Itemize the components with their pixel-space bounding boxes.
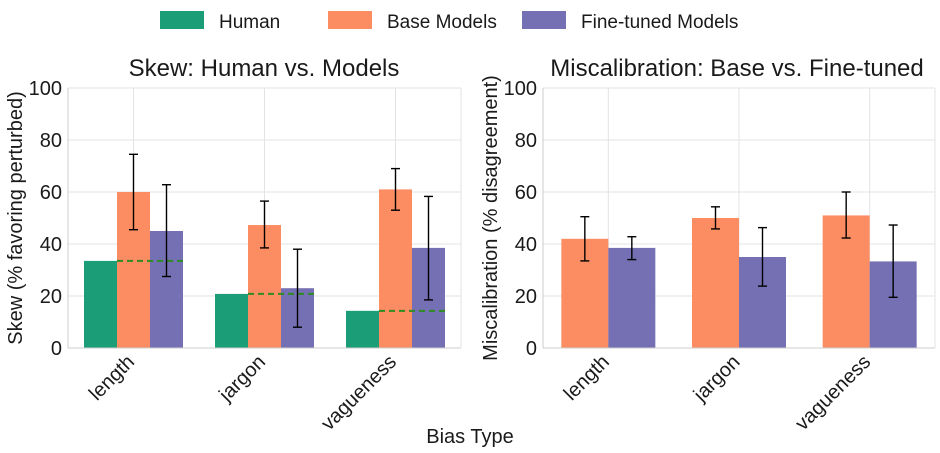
x-tick-label-vagueness: vagueness xyxy=(791,351,875,435)
error-bar-base-models-jargon xyxy=(711,206,720,230)
y-tick-label: 80 xyxy=(515,130,537,152)
skew-panel: 0 20 40 60 80 100 length jargon vagueness Skew: H… xyxy=(5,55,462,435)
error-bar-fine-tuned-models-jargon xyxy=(293,248,302,328)
bar-base-models-vagueness xyxy=(379,189,412,348)
y-tick-label: 100 xyxy=(504,78,537,100)
y-axis-label: Skew (% favoring perturbed) xyxy=(5,91,27,344)
x-tick-label-jargon: jargon xyxy=(214,351,270,407)
error-bar-fine-tuned-models-vagueness xyxy=(888,224,898,298)
legend-swatch-2 xyxy=(522,11,566,29)
y-tick-label: 60 xyxy=(515,182,537,204)
error-bar-fine-tuned-models-vagueness xyxy=(424,195,433,301)
y-tick-label: 40 xyxy=(515,234,537,256)
legend-label-1: Base Models xyxy=(387,12,497,33)
panel-title: Skew: Human vs. Models xyxy=(129,55,400,82)
y-tick-label: 0 xyxy=(526,338,537,360)
x-tick-label-vagueness: vagueness xyxy=(317,351,401,435)
x-tick-label-length: length xyxy=(560,351,614,405)
y-tick-label: 20 xyxy=(40,286,62,308)
bar-human-vagueness xyxy=(346,310,379,348)
error-bar-base-models-length xyxy=(129,153,138,231)
legend: Human Base Models Fine-tuned Models xyxy=(160,11,738,33)
legend-swatch-1 xyxy=(328,11,372,29)
legend-label-0: Human xyxy=(219,12,280,33)
x-tick-label-jargon: jargon xyxy=(689,351,745,407)
error-bar-base-models-vagueness xyxy=(391,167,400,211)
x-tick-label-length: length xyxy=(85,351,139,405)
y-axis-label: Miscalibration (% disagreement) xyxy=(480,75,502,361)
legend-swatch-0 xyxy=(160,11,204,29)
y-tick-label: 80 xyxy=(40,130,62,152)
bar-human-length xyxy=(84,260,117,348)
y-tick-label: 100 xyxy=(29,78,62,100)
y-tick-label: 60 xyxy=(40,182,62,204)
shared-x-axis-label: Bias Type xyxy=(426,426,513,448)
error-bar-fine-tuned-models-jargon xyxy=(758,226,767,287)
y-tick-label: 20 xyxy=(515,286,537,308)
bar-base-models-jargon xyxy=(692,218,739,348)
error-bar-base-models-jargon xyxy=(260,200,269,249)
error-bar-base-models-length xyxy=(580,215,590,262)
error-bar-fine-tuned-models-length xyxy=(162,184,171,278)
panel-title: Miscalibration: Base vs. Fine-tuned xyxy=(550,55,924,82)
bar-fine-tuned-models-length xyxy=(608,247,656,348)
error-bar-fine-tuned-models-length xyxy=(627,236,637,261)
miscalibration-panel: 0 20 40 60 80 100 length jargon vagueness Miscali… xyxy=(480,55,936,435)
y-tick-label: 40 xyxy=(40,234,62,256)
y-tick-label: 0 xyxy=(51,338,62,360)
legend-label-2: Fine-tuned Models xyxy=(581,12,738,33)
error-bar-base-models-vagueness xyxy=(841,191,851,239)
bar-human-jargon xyxy=(215,293,248,348)
